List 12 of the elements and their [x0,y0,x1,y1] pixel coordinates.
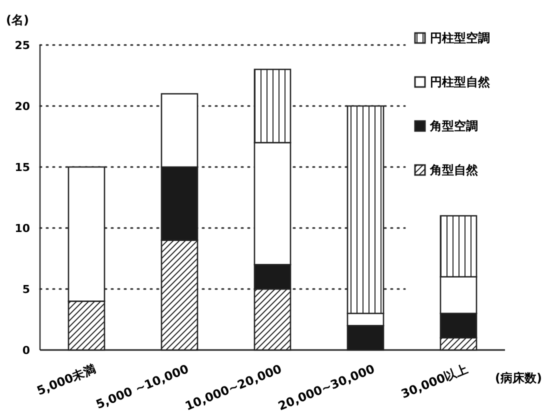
y-axis-title: (名) [6,13,29,27]
y-tick-label: 25 [14,39,30,52]
x-axis-title: (病床数) [495,371,542,385]
y-tick-label: 5 [22,283,30,296]
y-tick-label: 0 [22,344,30,357]
legend-label: 円柱型空調 [430,31,490,45]
legend-label: 角型空調 [429,119,478,133]
y-tick-label: 15 [14,161,30,174]
y-tick-label: 10 [14,222,30,235]
y-tick-label: 20 [14,100,30,113]
legend-label: 角型自然 [429,163,479,177]
legend-label: 円柱型自然 [430,75,491,89]
